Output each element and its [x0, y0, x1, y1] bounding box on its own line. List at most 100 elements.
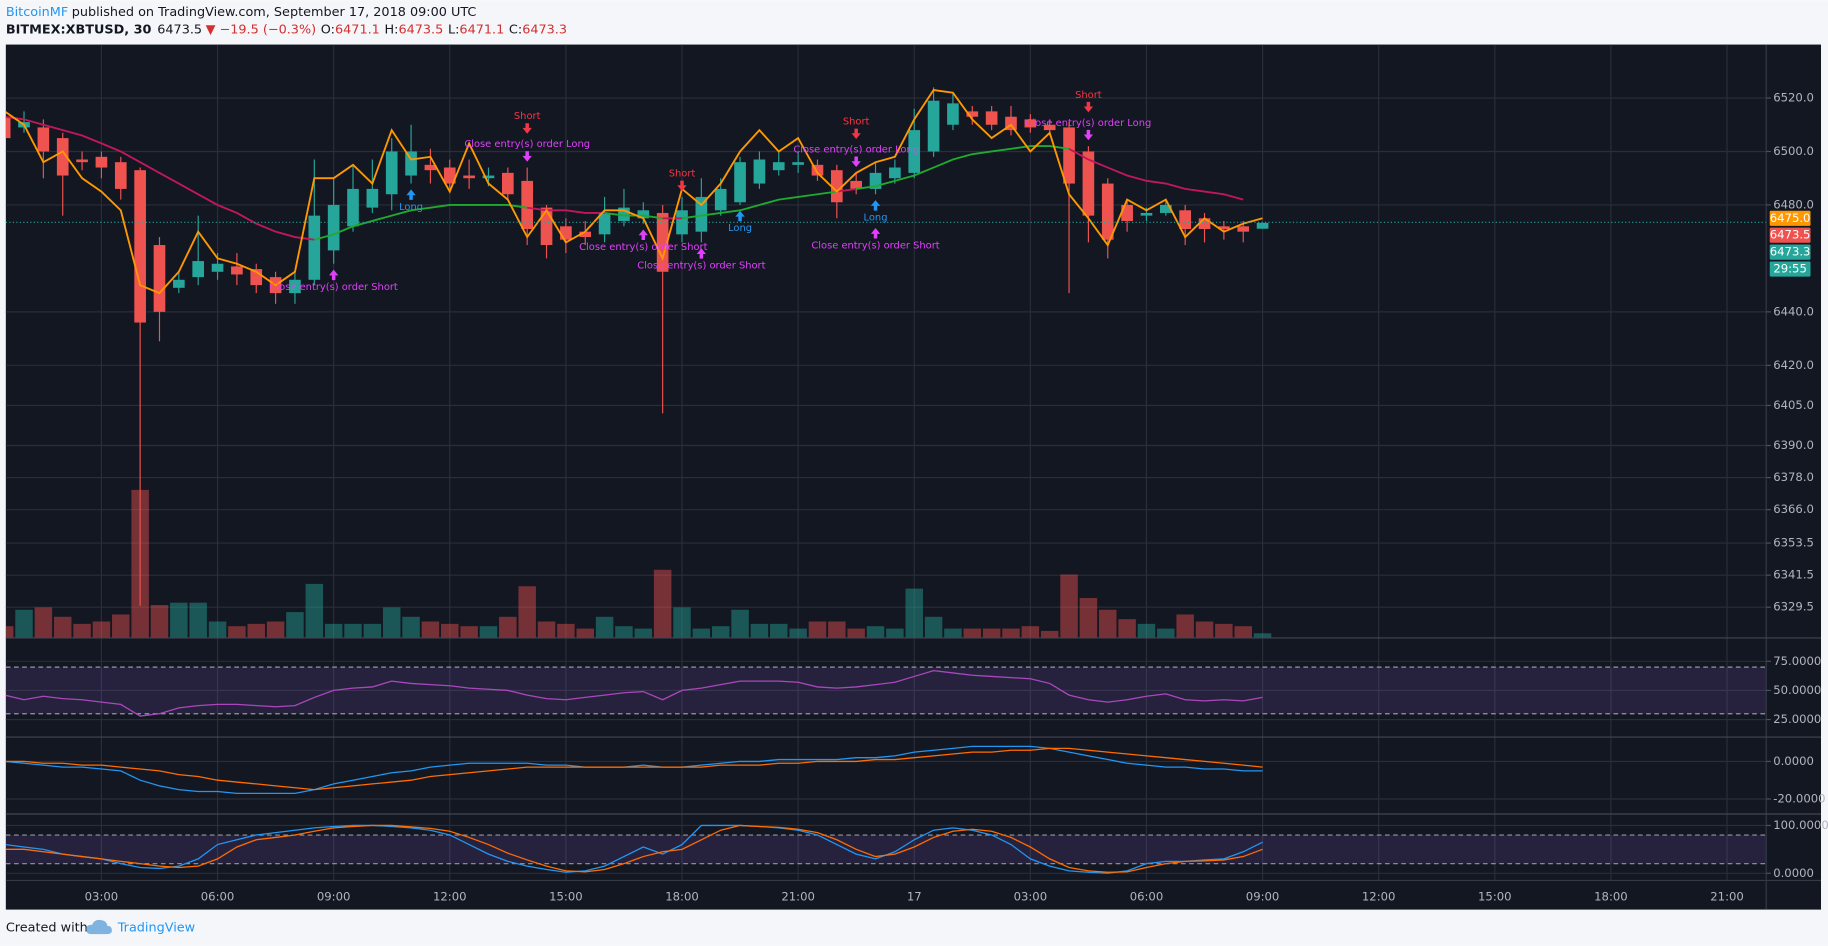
volume-bar: [441, 623, 459, 638]
ohlc-key: H:: [384, 22, 398, 37]
candle-body: [811, 164, 824, 176]
published: published on TradingView.com, September …: [72, 4, 477, 19]
candle-body: [1043, 124, 1056, 131]
signal-label: Close entry(s) order Short: [579, 242, 707, 253]
volume-bar: [92, 621, 111, 638]
y-tick-label: 100.0000: [1773, 818, 1828, 832]
volume-bar: [595, 616, 614, 638]
volume-bar: [1079, 598, 1098, 638]
signal-arrow: [851, 128, 861, 140]
x-tick-label: 03:00: [85, 889, 119, 903]
candle-body: [1024, 119, 1037, 128]
candle-body: [1121, 204, 1133, 221]
candle-body: [540, 207, 553, 246]
candle-body: [1198, 218, 1211, 229]
candle-body: [250, 269, 263, 286]
signal-label: Short: [514, 111, 541, 122]
signal-arrow: [1083, 101, 1094, 113]
volume-bar: [770, 623, 788, 638]
price-label: 6475.0: [1770, 211, 1811, 225]
candle-body: [327, 204, 340, 251]
ohlc-key: O:: [321, 22, 335, 37]
volume-bar: [828, 621, 846, 638]
moving-average: [5, 115, 315, 241]
last-price: 6473.5: [157, 22, 202, 37]
y-tick-label: 6329.5: [1773, 600, 1814, 614]
signal-label: Close entry(s) order Long: [1026, 118, 1152, 129]
volume-bar: [479, 626, 498, 638]
volume-bar: [886, 628, 904, 638]
signal-label: Close entry(s) order Long: [464, 139, 590, 150]
volume-bar: [944, 628, 962, 638]
x-tick-label: 17: [907, 889, 922, 903]
volume-bar: [402, 616, 420, 638]
signal-label: Close entry(s) order Short: [811, 241, 939, 252]
candle-body: [1237, 226, 1250, 232]
candle-body: [598, 212, 611, 235]
signal-label: Close entry(s) order Long: [793, 145, 919, 156]
signal-arrow: [1083, 129, 1094, 141]
volume-bar: [73, 623, 91, 638]
candle-body: [618, 207, 630, 221]
candle-body: [385, 151, 398, 195]
candle-body: [153, 245, 166, 312]
volume-bar: [1021, 626, 1040, 638]
indicator-line: [5, 747, 1263, 791]
moving-average: [314, 204, 528, 241]
candle-body: [656, 212, 669, 272]
candle-body: [443, 167, 456, 184]
volume-bar: [576, 628, 594, 638]
signal-arrow: [406, 189, 416, 200]
candle-body: [1179, 210, 1191, 229]
candle-body: [289, 279, 301, 294]
volume-bar: [750, 623, 769, 638]
signal-label: Long: [728, 223, 752, 234]
candle-body: [869, 172, 882, 189]
price-label-box: [1769, 244, 1811, 260]
signal-label: Close entry(s) order Short: [270, 282, 398, 293]
candle-body: [308, 215, 321, 280]
tradingview-logo[interactable]: [86, 919, 112, 935]
y-tick-label: 6440.0: [1773, 304, 1814, 318]
candle-body: [1005, 116, 1017, 131]
y-tick-label: 0.0000: [1773, 754, 1814, 768]
candle-body: [908, 130, 921, 173]
price-label-box: [1769, 227, 1811, 243]
candle-body: [134, 170, 146, 323]
y-tick-label: 6420.0: [1773, 358, 1814, 372]
candle-body: [347, 188, 359, 227]
candle-body: [5, 116, 11, 139]
y-tick-label: 6480.0: [1773, 197, 1814, 211]
volume-bar: [324, 623, 343, 638]
candle-body: [947, 103, 959, 125]
volume-bar: [982, 628, 1001, 638]
y-tick-label: 6341.5: [1773, 568, 1814, 582]
candle-body: [173, 279, 185, 288]
ohlc-value: 6471.1: [335, 22, 380, 37]
signal-label: Short: [669, 169, 696, 180]
signal-arrow: [638, 229, 648, 240]
volume-bar: [189, 602, 207, 638]
price-label: 29:55: [1773, 262, 1807, 276]
publisher[interactable]: BitcoinMF: [6, 4, 68, 19]
volume-bar: [673, 607, 691, 638]
y-tick-label: 75.0000: [1773, 654, 1821, 668]
signal-arrow: [522, 151, 532, 162]
volume-bar: [692, 628, 711, 638]
signal-arrow: [851, 156, 861, 168]
signal-label: Short: [1075, 90, 1102, 101]
footer-brand[interactable]: TradingView: [117, 921, 195, 936]
x-tick-label: 18:00: [665, 889, 699, 903]
y-tick-label: 6390.0: [1773, 438, 1814, 452]
volume-bar: [557, 623, 575, 638]
indicator-line: [5, 824, 1263, 873]
volume-bar: [53, 616, 72, 638]
y-tick-label: 6353.5: [1773, 536, 1814, 550]
change: ▼ −19.5 (−0.3%): [206, 22, 317, 37]
candle-body: [366, 188, 379, 208]
candle-body: [502, 172, 514, 195]
candle-body: [37, 127, 50, 152]
x-tick-label: 12:00: [433, 889, 467, 903]
volume-bar: [170, 602, 188, 638]
volume-bar: [1060, 574, 1078, 638]
